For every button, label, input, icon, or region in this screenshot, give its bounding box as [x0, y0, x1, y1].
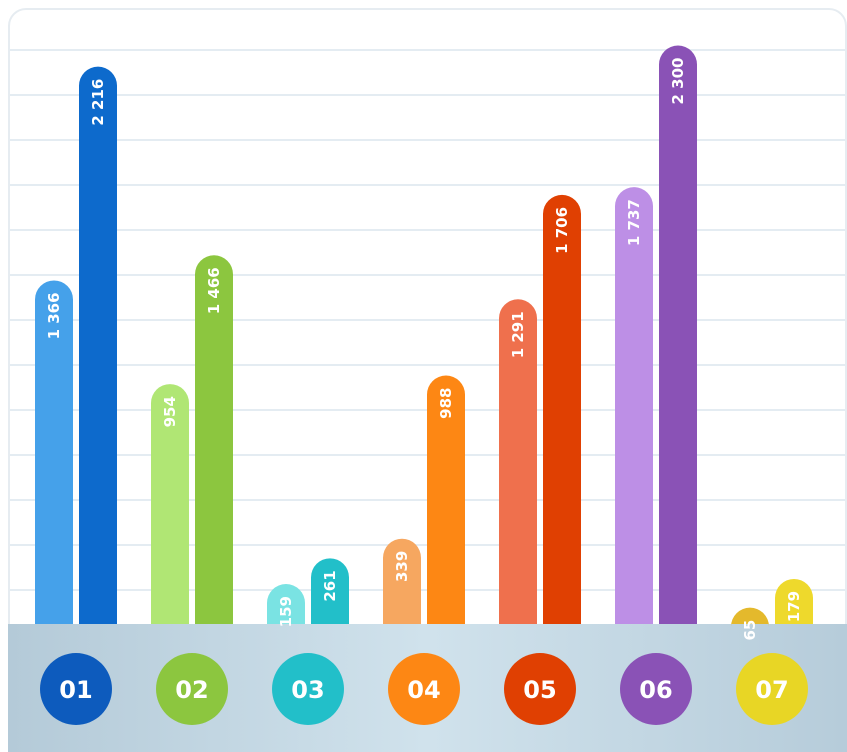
bar-value-label: 1 366: [45, 292, 63, 339]
bar-value-label: 339: [393, 551, 411, 582]
bar-value-label: 1 466: [205, 267, 223, 314]
bar: [659, 45, 697, 625]
bar-value-label: 261: [321, 570, 339, 601]
category-label: 02: [175, 676, 208, 704]
bars: 1 366 2 216 954 1 466 159 261 339 988 1 291 1 706…: [35, 45, 813, 641]
grid-lines: [10, 49, 845, 591]
bar: [427, 375, 465, 624]
category-label: 04: [407, 676, 440, 704]
bar: [311, 558, 349, 624]
bar: [383, 538, 421, 624]
category-badge: [40, 653, 112, 725]
bar: [35, 280, 73, 624]
category-label: 03: [291, 676, 324, 704]
bar: [267, 584, 305, 624]
bar-value-label: 2 216: [89, 79, 107, 126]
bar-value-label: 159: [277, 596, 295, 627]
category-badge: [620, 653, 692, 725]
category-badge: [272, 653, 344, 725]
category-label: 05: [523, 676, 556, 704]
category-badge: [388, 653, 460, 725]
category-label: 01: [59, 676, 92, 704]
bar-value-label: 179: [785, 591, 803, 622]
bar: [615, 187, 653, 624]
bar-value-label: 954: [161, 396, 179, 427]
category-label: 06: [639, 676, 672, 704]
bar: [499, 299, 537, 624]
bar-value-label: 1 291: [509, 311, 527, 358]
bar-value-label: 65: [741, 620, 759, 641]
bar: [775, 578, 813, 624]
category-label: 07: [755, 676, 788, 704]
bar-value-label: 1 706: [553, 207, 571, 254]
category-badges: 01 02 03 04 05 06 07: [40, 653, 808, 725]
bar: [79, 66, 117, 624]
category-badge: [504, 653, 576, 725]
bar-value-label: 988: [437, 388, 455, 419]
bar: [151, 384, 189, 624]
category-badge: [736, 653, 808, 725]
bar-value-label: 2 300: [669, 58, 687, 105]
bar-value-label: 1 737: [625, 199, 643, 246]
bar: [195, 255, 233, 624]
category-badge: [156, 653, 228, 725]
bar: [731, 607, 769, 627]
bar: [543, 194, 581, 624]
